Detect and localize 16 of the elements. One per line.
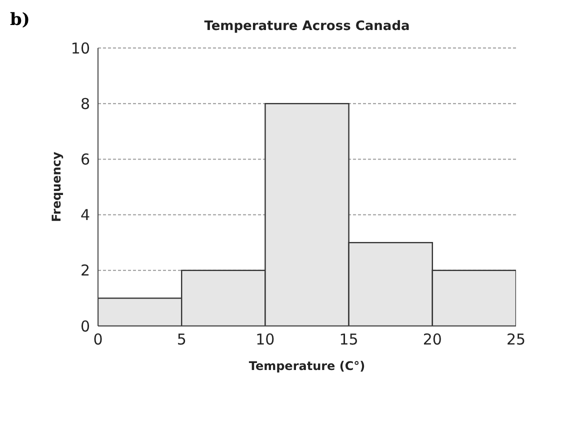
- y-tick-label: 6: [80, 150, 90, 169]
- x-axis-title: Temperature (C°): [248, 359, 366, 373]
- y-tick-label: 0: [80, 317, 90, 336]
- x-tick-label: 25: [506, 330, 526, 349]
- x-tick-label: 10: [256, 330, 275, 349]
- y-tick-label: 4: [80, 206, 90, 224]
- y-axis-title: Frequency: [49, 152, 64, 222]
- x-tick-label: 15: [339, 330, 358, 349]
- x-tick-label: 5: [176, 330, 186, 349]
- x-tick-label: 0: [93, 330, 103, 349]
- text: b): [10, 10, 30, 30]
- y-tick-label: 8: [80, 94, 90, 113]
- y-tick-label: 10: [70, 39, 90, 58]
- chart-title: Temperature Across Canada: [204, 19, 410, 34]
- x-tick-label: 20: [422, 330, 442, 349]
- y-tick-label: 2: [80, 262, 90, 280]
